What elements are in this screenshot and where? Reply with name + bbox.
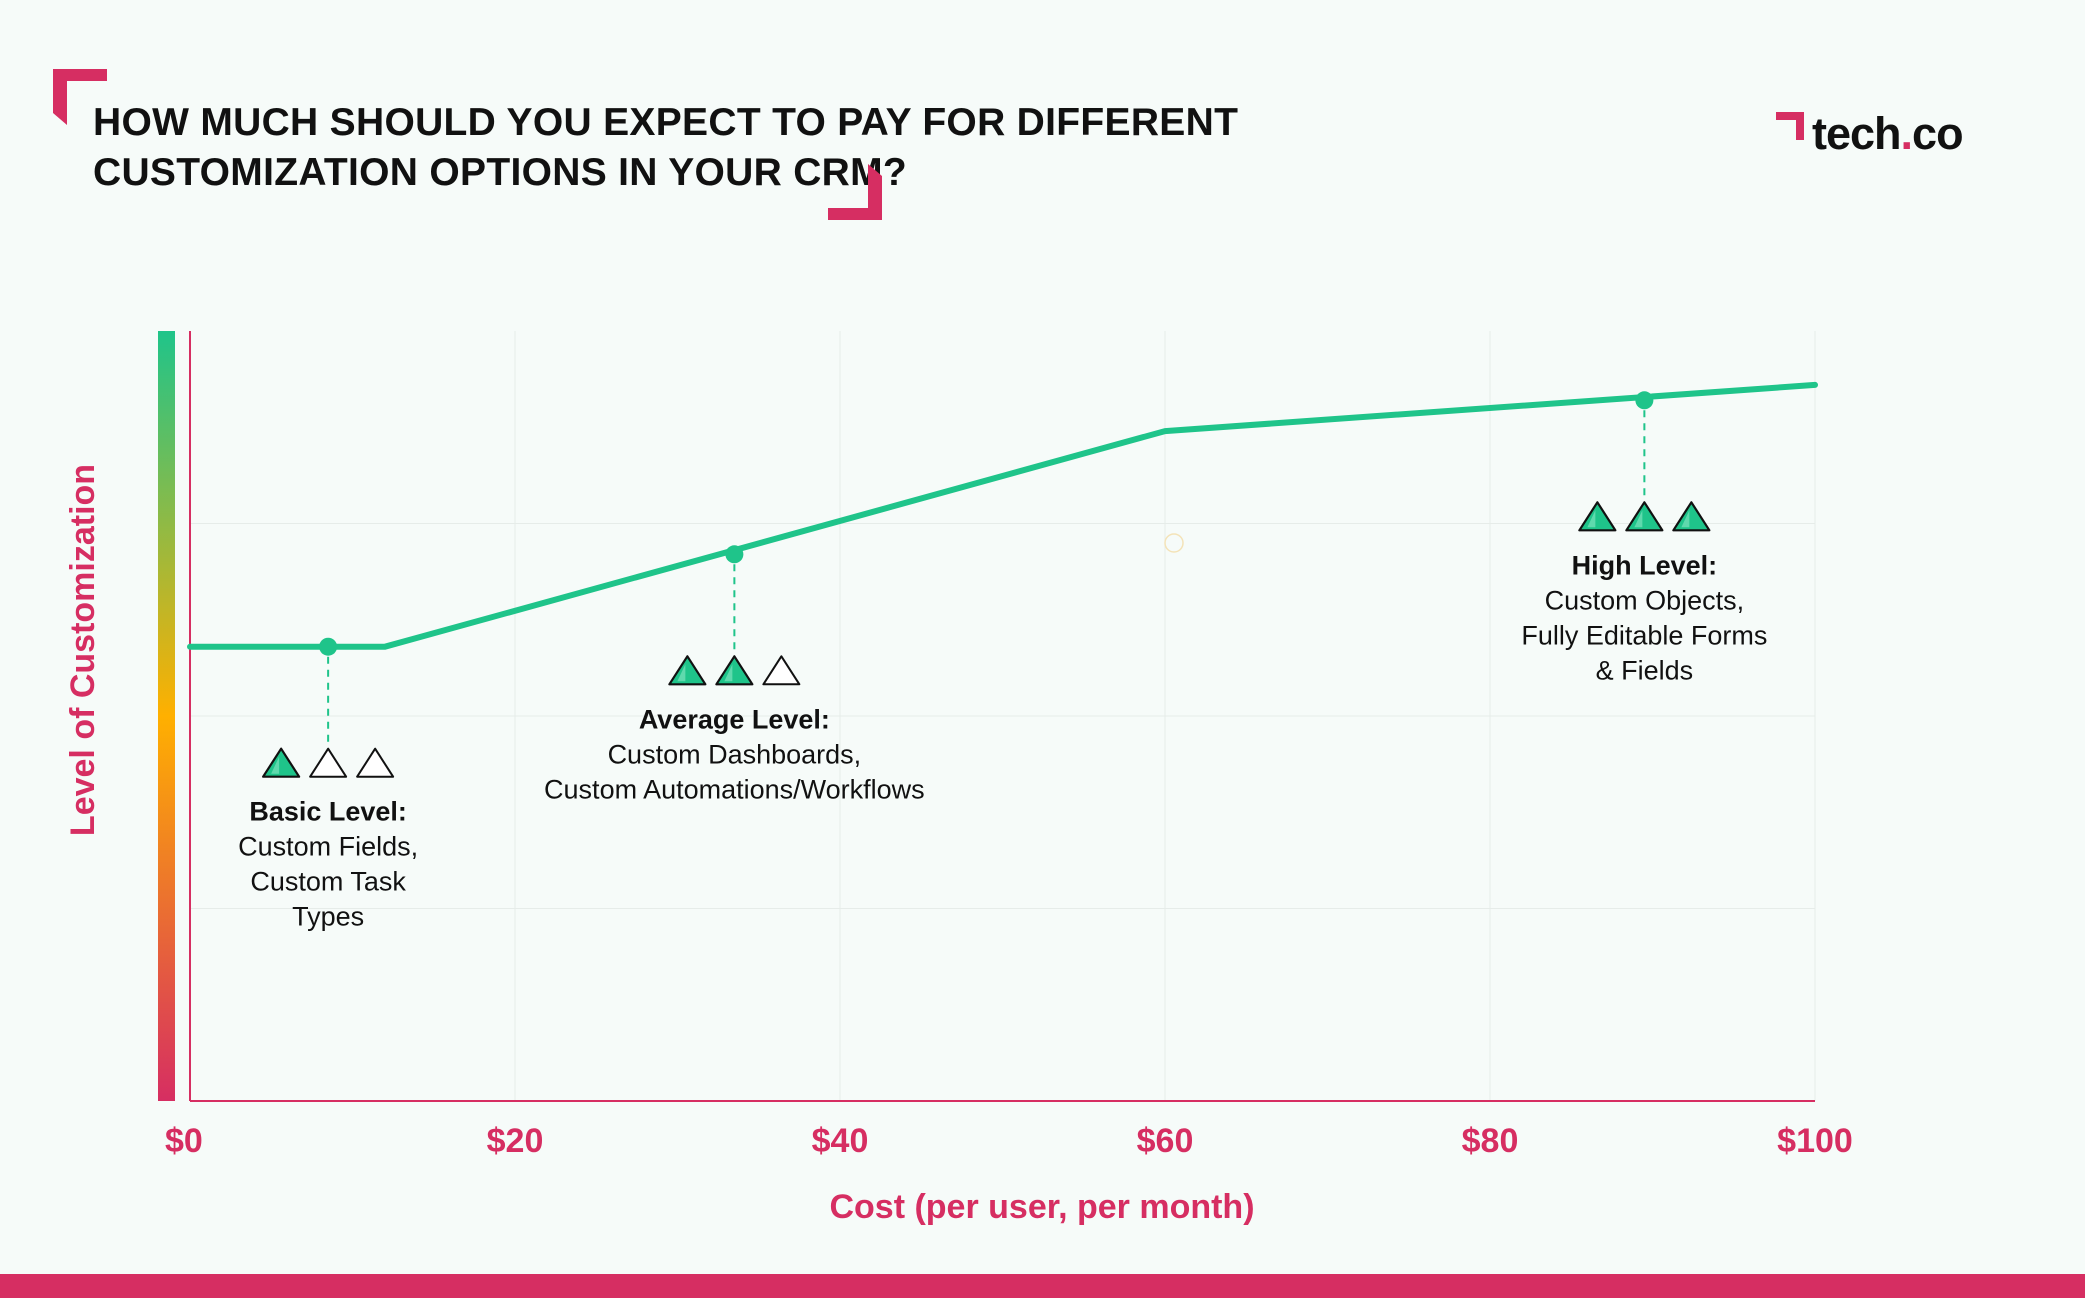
- data-point: [319, 637, 338, 656]
- page-title-line1: HOW MUCH SHOULD YOU EXPECT TO PAY FOR DI…: [93, 101, 1239, 144]
- empty-triangle-icon: [356, 747, 395, 778]
- page-title-line2: CUSTOMIZATION OPTIONS IN YOUR CRM?: [93, 151, 908, 194]
- logo-text: tech.co: [1812, 108, 1964, 159]
- empty-triangle-icon: [309, 747, 348, 778]
- data-point: [725, 545, 744, 564]
- annotation-text: Custom Task: [250, 867, 406, 897]
- x-tick-label: $40: [812, 1122, 869, 1160]
- x-axis-label: Cost (per user, per month): [829, 1188, 1254, 1226]
- x-tick-label: $80: [1462, 1122, 1519, 1160]
- annotation-group: Basic Level: Custom Fields, Custom Task Typ…: [238, 637, 418, 932]
- triangle-highlight: [1681, 510, 1690, 528]
- triangle-highlight: [1587, 510, 1596, 528]
- empty-triangle-icon: [762, 655, 801, 686]
- annotation-heading: High Level:: [1572, 550, 1718, 580]
- annotation-text: Custom Dashboards,: [608, 739, 862, 769]
- triangle-highlight: [271, 756, 280, 774]
- annotation-group: Average Level: Custom Dashboards, Custom A…: [544, 545, 925, 804]
- data-point: [1635, 391, 1654, 410]
- x-tick-label: $0: [165, 1122, 203, 1160]
- filled-triangle-icon: [715, 655, 754, 686]
- annotation-text: & Fields: [1596, 655, 1694, 685]
- triangle-highlight: [724, 664, 733, 682]
- x-tick-label: $100: [1777, 1122, 1853, 1160]
- filled-triangle-icon: [1672, 501, 1711, 532]
- y-axis-label: Level of Customization: [64, 464, 102, 836]
- page-title: HOW MUCH SHOULD YOU EXPECT TO PAY FOR DI…: [93, 98, 1239, 198]
- annotation-text: Types: [292, 902, 364, 932]
- logo-corner-mark-icon: [1776, 112, 1804, 140]
- title-bracket-top-left: [53, 69, 107, 125]
- y-axis-gradient-bar: [158, 331, 175, 1101]
- triangle-highlight: [677, 664, 686, 682]
- annotation-heading: Basic Level:: [249, 797, 407, 827]
- annotation-text: Fully Editable Forms: [1521, 620, 1767, 650]
- title-bracket-bottom-right: [828, 164, 882, 220]
- annotation-text: Custom Objects,: [1545, 585, 1745, 615]
- filled-triangle-icon: [1625, 501, 1664, 532]
- filled-triangle-icon: [1578, 501, 1617, 532]
- faint-marker: [1164, 533, 1184, 553]
- x-tick-label: $60: [1137, 1122, 1194, 1160]
- filled-triangle-icon: [668, 655, 707, 686]
- triangle-highlight: [1634, 510, 1643, 528]
- annotation-group: High Level: Custom Objects, Fully Editable…: [1521, 391, 1767, 685]
- footer-bar: [0, 1274, 2085, 1298]
- annotation-heading: Average Level:: [639, 704, 830, 734]
- filled-triangle-icon: [262, 747, 301, 778]
- series-line: [187, 381, 1818, 650]
- annotation-text: Custom Automations/Workflows: [544, 774, 925, 804]
- annotation-text: Custom Fields,: [238, 832, 418, 862]
- x-tick-label: $20: [487, 1122, 544, 1160]
